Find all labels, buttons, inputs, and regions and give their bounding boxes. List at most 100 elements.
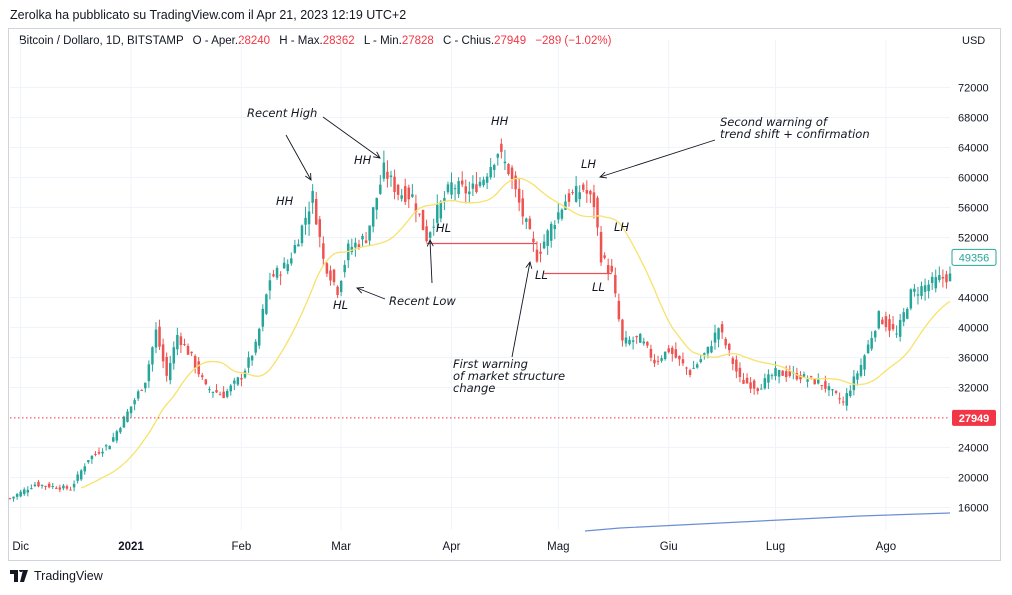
candle-body [870, 338, 873, 349]
candle [649, 344, 653, 362]
candle [129, 406, 133, 418]
legend-symbol: Bitcoin / Dollaro, 1D, BITSTAMP [19, 35, 184, 47]
candle [222, 386, 225, 399]
candle [930, 272, 934, 290]
candle [133, 397, 136, 411]
candle [65, 484, 69, 491]
candle [674, 342, 678, 359]
candle [549, 221, 553, 248]
candle [585, 180, 589, 203]
candle [920, 281, 923, 300]
candle [695, 362, 699, 369]
candle [485, 173, 489, 190]
candle-body [685, 367, 688, 369]
candle-body [927, 284, 930, 292]
candle [322, 236, 325, 267]
candle [671, 345, 674, 362]
candle-body [464, 186, 468, 194]
candle-body [382, 162, 386, 179]
candle-body [695, 364, 699, 368]
candle [400, 188, 403, 202]
candle-body [585, 190, 589, 194]
candle-body [129, 406, 133, 414]
annotation-text: LL [535, 268, 548, 282]
candle [176, 327, 179, 356]
candle [916, 286, 920, 305]
candle [158, 319, 161, 350]
candle-body [300, 225, 304, 244]
annotation-arrowhead [599, 171, 607, 179]
candle-body [688, 370, 692, 375]
candle-body [930, 276, 934, 283]
candle [496, 153, 500, 166]
candle [638, 332, 642, 343]
candle-body [877, 311, 881, 329]
candle [614, 267, 617, 298]
candle-body [752, 380, 756, 389]
candle-body [635, 335, 638, 338]
candle-body [108, 445, 111, 450]
candle [852, 369, 856, 396]
candle-body [154, 329, 158, 348]
candle-body [161, 344, 165, 362]
candle [724, 337, 727, 349]
candle [329, 265, 332, 286]
candle [503, 149, 507, 171]
candle-body [653, 359, 656, 364]
candle-body [275, 267, 279, 278]
y-tick-label: 52000 [958, 233, 989, 245]
candle-body [22, 489, 26, 495]
candle-body [948, 273, 952, 282]
candle [172, 341, 176, 370]
candle [767, 369, 770, 389]
candle-body [254, 341, 257, 353]
candle-body [439, 201, 443, 219]
candle [756, 387, 759, 395]
candle-body [549, 223, 553, 241]
candle [631, 336, 635, 350]
candle [827, 382, 831, 397]
annotation-text: Recent Low [389, 294, 456, 308]
candle-body [834, 391, 838, 393]
annotations: Recent High HH HH HH HL HL Recent Low LH LH LL LL S… [247, 106, 870, 395]
annotation-text: Second warning of [720, 115, 829, 129]
candle-body [941, 277, 945, 279]
candle-body [133, 400, 136, 405]
candle-body [257, 328, 261, 346]
candle [464, 179, 468, 204]
currency-label[interactable]: USD [962, 35, 986, 47]
candle-body [535, 249, 539, 262]
candle-body [69, 489, 72, 491]
candle-body [354, 242, 357, 248]
candle-body [500, 143, 503, 152]
candle-body [361, 235, 364, 240]
time-axis[interactable]: Dic 2021 Feb Mar Apr Mag Giu Lug Ago [12, 541, 896, 553]
candle-body [621, 319, 624, 341]
candle [15, 492, 19, 500]
candle [190, 351, 193, 357]
candle [582, 182, 585, 193]
candle-body [211, 391, 215, 393]
candle-body [663, 351, 667, 360]
price-axis[interactable]: 16000 20000 24000 32000 36000 40000 44000 52000… [951, 83, 997, 515]
candle-body [638, 333, 642, 343]
candle-body [560, 209, 564, 219]
candle [371, 206, 375, 233]
volume-series [584, 512, 951, 532]
candle-body [8, 498, 12, 500]
candle [884, 311, 888, 332]
candle [361, 233, 364, 248]
annotation-arrowhead [356, 287, 365, 294]
candle [254, 339, 257, 356]
candle-body [567, 193, 571, 202]
candle [193, 354, 197, 374]
candle-body [678, 355, 681, 360]
candle [382, 150, 386, 182]
candle-body [510, 167, 514, 180]
candle [347, 239, 350, 269]
candle-body [859, 364, 863, 376]
candle-body [229, 385, 233, 392]
x-tick-label: Lug [766, 541, 785, 553]
candle [51, 482, 54, 490]
